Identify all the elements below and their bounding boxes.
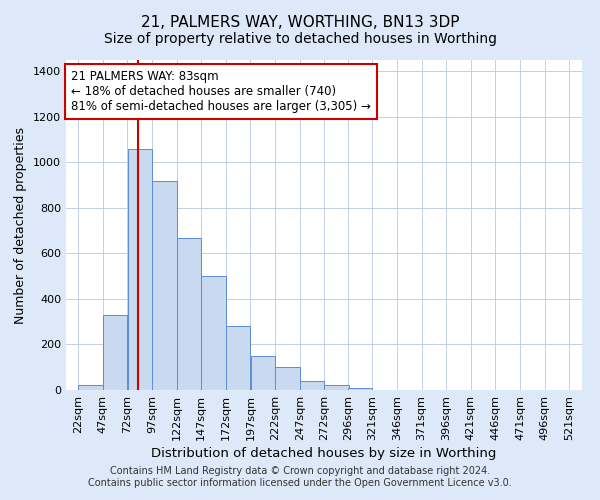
Bar bbox=[152, 180, 176, 390]
Y-axis label: Number of detached properties: Number of detached properties bbox=[14, 126, 28, 324]
X-axis label: Distribution of detached houses by size in Worthing: Distribution of detached houses by size … bbox=[151, 447, 497, 460]
Bar bbox=[79, 386, 103, 390]
Bar bbox=[103, 315, 127, 390]
Bar bbox=[226, 326, 250, 390]
Bar bbox=[348, 388, 373, 390]
Text: Contains HM Land Registry data © Crown copyright and database right 2024.
Contai: Contains HM Land Registry data © Crown c… bbox=[88, 466, 512, 487]
Bar bbox=[128, 149, 152, 390]
Text: Size of property relative to detached houses in Worthing: Size of property relative to detached ho… bbox=[104, 32, 497, 46]
Bar bbox=[177, 238, 201, 390]
Bar bbox=[275, 367, 299, 390]
Bar bbox=[251, 356, 275, 390]
Text: 21, PALMERS WAY, WORTHING, BN13 3DP: 21, PALMERS WAY, WORTHING, BN13 3DP bbox=[141, 15, 459, 30]
Bar bbox=[300, 381, 324, 390]
Text: 21 PALMERS WAY: 83sqm
← 18% of detached houses are smaller (740)
81% of semi-det: 21 PALMERS WAY: 83sqm ← 18% of detached … bbox=[71, 70, 371, 113]
Bar bbox=[202, 276, 226, 390]
Bar bbox=[325, 386, 349, 390]
